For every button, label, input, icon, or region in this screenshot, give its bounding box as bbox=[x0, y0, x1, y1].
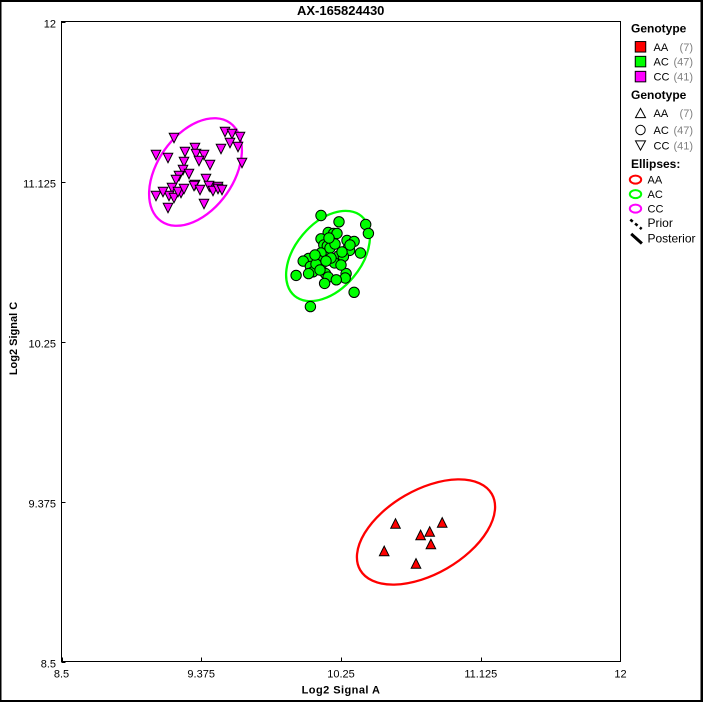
svg-text:(41): (41) bbox=[673, 141, 693, 153]
svg-text:(7): (7) bbox=[680, 108, 693, 120]
svg-text:AA: AA bbox=[648, 175, 663, 187]
svg-text:8.5: 8.5 bbox=[41, 659, 56, 671]
svg-text:11.125: 11.125 bbox=[464, 669, 497, 681]
svg-text:(7): (7) bbox=[680, 42, 693, 54]
svg-text:CC: CC bbox=[648, 204, 664, 216]
svg-text:Ellipses:: Ellipses: bbox=[631, 157, 680, 171]
svg-text:10.25: 10.25 bbox=[28, 339, 56, 351]
svg-text:CC: CC bbox=[654, 141, 670, 153]
svg-text:Genotype: Genotype bbox=[631, 22, 687, 36]
svg-text:AA: AA bbox=[654, 108, 669, 120]
svg-text:AC: AC bbox=[654, 57, 669, 69]
svg-text:9.375: 9.375 bbox=[187, 669, 215, 681]
svg-text:AA: AA bbox=[654, 42, 669, 54]
svg-text:AC: AC bbox=[648, 189, 663, 201]
svg-text:12: 12 bbox=[614, 669, 626, 681]
svg-text:Posterior: Posterior bbox=[648, 232, 696, 246]
svg-text:(41): (41) bbox=[673, 72, 693, 84]
svg-text:8.5: 8.5 bbox=[54, 669, 69, 681]
svg-text:12: 12 bbox=[44, 19, 56, 31]
svg-text:Log2 Signal A: Log2 Signal A bbox=[302, 685, 381, 697]
svg-text:11.125: 11.125 bbox=[23, 179, 56, 191]
svg-text:CC: CC bbox=[654, 72, 670, 84]
svg-text:9.375: 9.375 bbox=[28, 499, 56, 511]
svg-text:Log2 Signal C: Log2 Signal C bbox=[8, 302, 20, 375]
svg-text:10.25: 10.25 bbox=[327, 669, 355, 681]
svg-text:AC: AC bbox=[654, 125, 669, 137]
svg-text:(47): (47) bbox=[673, 125, 693, 137]
svg-text:(47): (47) bbox=[673, 57, 693, 69]
svg-text:Genotype: Genotype bbox=[631, 88, 687, 102]
svg-text:AX-165824430: AX-165824430 bbox=[297, 3, 384, 18]
svg-text:Prior: Prior bbox=[648, 216, 673, 230]
